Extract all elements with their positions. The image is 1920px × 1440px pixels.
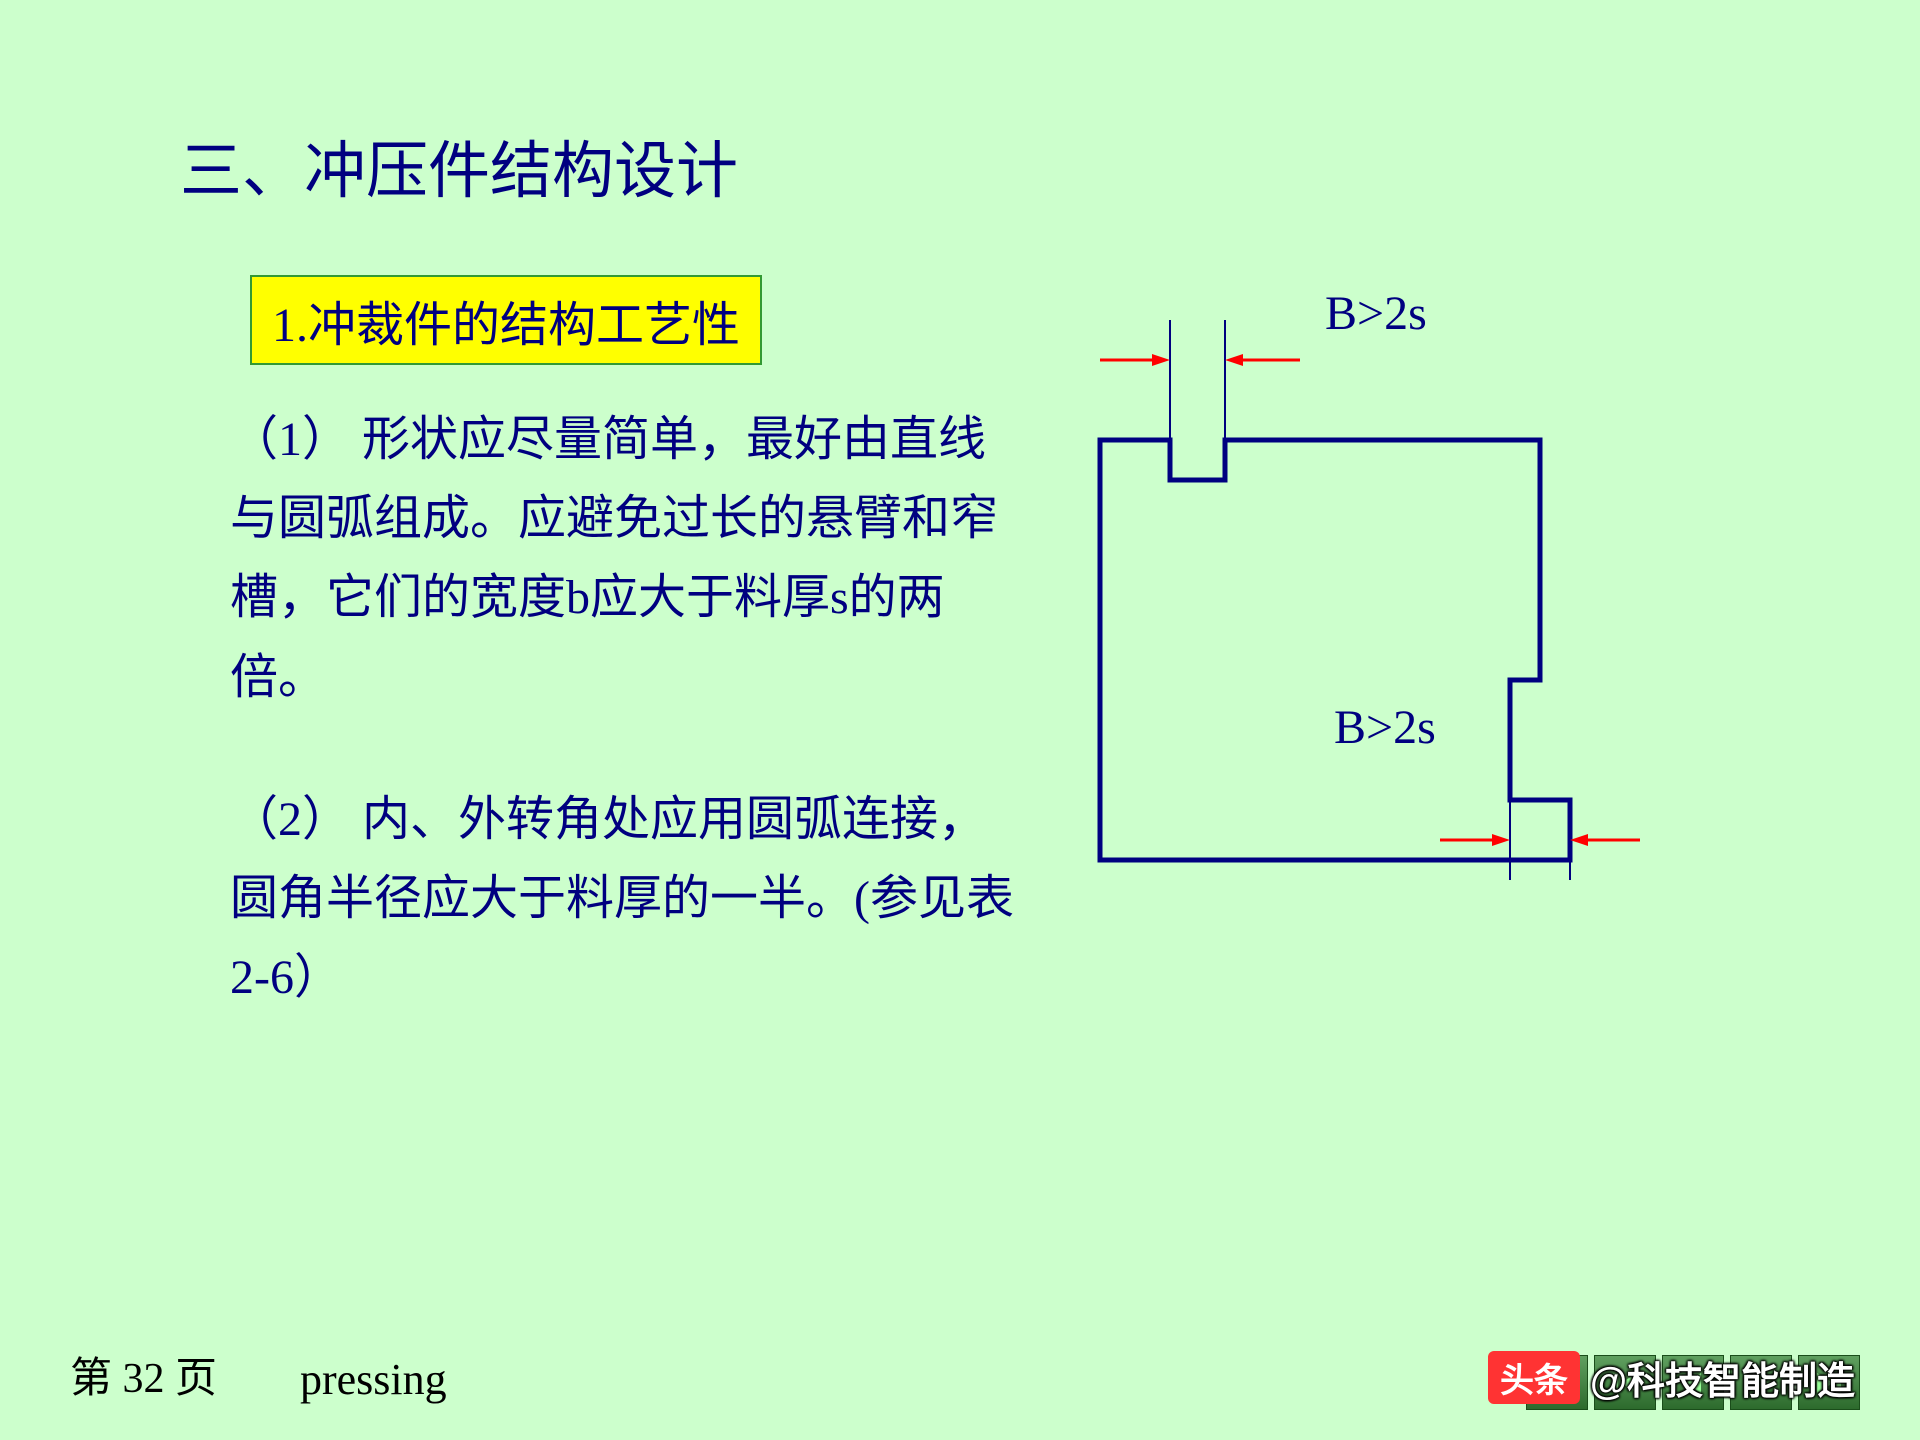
footer-label: pressing bbox=[300, 1354, 447, 1405]
page-num: 32 bbox=[123, 1356, 165, 1402]
section-subtitle: 1.冲裁件的结构工艺性 bbox=[250, 275, 762, 365]
watermark-badge: 头条 bbox=[1488, 1351, 1580, 1404]
paragraph-2: （2） 内、外转角处应用圆弧连接，圆角半径应大于料厚的一半。(参见表2-6） bbox=[230, 780, 1030, 1018]
page-suffix: 页 bbox=[165, 1356, 218, 1402]
watermark-text: @科技智能制造 bbox=[1590, 1350, 1855, 1405]
diagram-label-top: B>2s bbox=[1325, 286, 1427, 341]
diagram-label-bottom: B>2s bbox=[1334, 700, 1436, 755]
watermark: 头条 @科技智能制造 bbox=[1488, 1350, 1855, 1405]
page-title: 三、冲压件结构设计 bbox=[180, 120, 738, 210]
technical-diagram: B>2s B>2s bbox=[1070, 260, 1610, 900]
page-number: 第 32 页 bbox=[70, 1344, 217, 1405]
page-prefix: 第 bbox=[70, 1356, 123, 1402]
paragraph-1: （1） 形状应尽量简单，最好由直线与圆弧组成。应避免过长的悬臂和窄槽，它们的宽度… bbox=[230, 400, 1030, 717]
